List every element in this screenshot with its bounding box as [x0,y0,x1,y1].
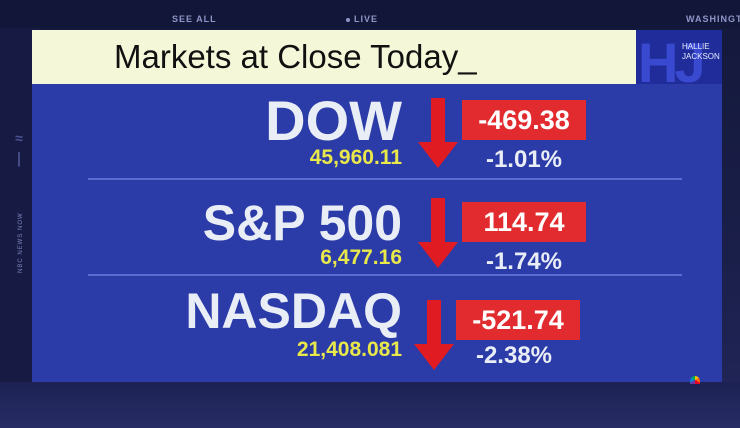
index-value: 6,477.16 [320,246,402,269]
index-value: 45,960.11 [309,146,402,169]
live-label: LIVE [354,14,379,24]
row-divider [88,178,682,180]
down-arrow-icon [418,98,458,168]
down-arrow-icon [418,198,458,268]
index-row-dow: DOW 45,960.11 -469.38 -1.01% [32,86,722,180]
graphic-title: Markets at Close Today_ [114,38,477,75]
index-row-sp500: S&P 500 6,477.16 114.74 -1.74% [32,180,722,276]
change-box: 114.74 [462,202,586,242]
index-row-nasdaq: NASDAQ 21,408.081 -521.74 -2.38% [32,276,722,370]
top-navigation-bar: SEE ALL LIVE WASHINGT [0,0,740,28]
index-name: DOW [265,89,402,152]
live-dot-icon [346,17,350,22]
host-branding: HJ HALLIE JACKSON [636,30,722,84]
percent-change: -2.38% [475,342,553,369]
host-name: HALLIE JACKSON [682,42,720,61]
change-box: -469.38 [462,100,586,140]
screen-bezel [0,382,740,428]
index-name: NASDAQ [185,283,402,339]
see-all-link[interactable]: SEE ALL [172,14,217,24]
title-bar: Markets at Close Today_ [32,30,636,84]
live-link[interactable]: LIVE [346,14,378,24]
markets-graphic-panel: Markets at Close Today_ HJ HALLIE JACKSO… [32,30,722,382]
change-box: -521.74 [456,300,580,340]
side-rail: ≈ ❘ NBC NEWS NOW [0,28,38,428]
network-text: NBC NEWS NOW [18,212,24,273]
percent-change: -1.74% [485,248,563,275]
index-name: S&P 500 [202,195,402,251]
peacock-logo-icon [690,376,700,384]
location-label: WASHINGT [686,14,740,24]
index-value: 21,408.081 [296,338,402,361]
network-logo-icon: ≈ ❘ [13,130,25,166]
down-arrow-icon [414,300,454,370]
percent-change: -1.01% [485,146,563,173]
row-divider [88,274,682,276]
host-initials-logo: HJ [638,31,706,84]
